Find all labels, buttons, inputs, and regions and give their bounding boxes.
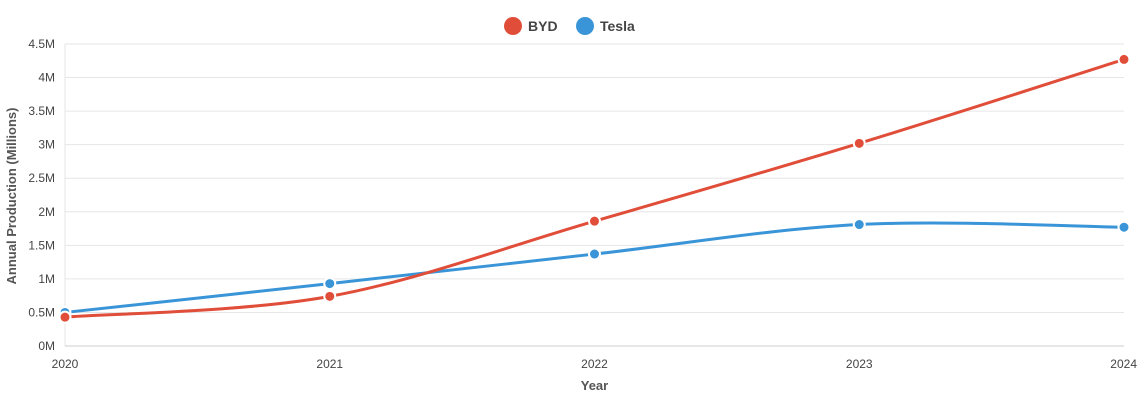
data-point-tesla[interactable] xyxy=(323,277,337,291)
x-tick-label: 2024 xyxy=(1110,357,1137,371)
data-point-tesla[interactable] xyxy=(1117,220,1131,234)
y-tick-label: 1.5M xyxy=(28,238,55,252)
data-point-byd[interactable] xyxy=(1117,52,1131,66)
y-tick-label: 4M xyxy=(38,71,55,85)
x-tick-label: 2021 xyxy=(316,357,343,371)
y-tick-label: 2M xyxy=(38,205,55,219)
grid-layer xyxy=(64,43,1124,346)
data-point-byd[interactable] xyxy=(323,289,337,303)
data-point-byd[interactable] xyxy=(852,136,866,150)
series-line-tesla xyxy=(63,221,1126,314)
x-tick-labels: 2020 2021 2022 2023 2024 xyxy=(52,357,1138,371)
y-tick-labels: 0M 0.5M 1M 1.5M 2M 2.5M 3M 3.5M 4M 4.5M xyxy=(28,37,55,353)
data-point-tesla[interactable] xyxy=(588,247,601,261)
y-tick-label: 0M xyxy=(38,339,55,353)
series-layer xyxy=(58,52,1131,324)
x-axis-title: Year xyxy=(581,378,608,393)
data-point-byd[interactable] xyxy=(58,310,72,324)
x-tick-label: 2023 xyxy=(846,357,873,371)
y-tick-label: 4.5M xyxy=(28,37,55,51)
y-tick-label: 1M xyxy=(38,272,55,286)
x-tick-label: 2020 xyxy=(52,357,79,371)
legend: BYD Tesla xyxy=(504,17,635,35)
legend-label-byd: BYD xyxy=(528,18,558,34)
legend-label-tesla: Tesla xyxy=(600,18,635,34)
y-tick-label: 3.5M xyxy=(28,104,55,118)
y-axis-title: Annual Production (Millions) xyxy=(4,108,19,285)
legend-marker-tesla xyxy=(576,17,594,35)
legend-item-tesla[interactable]: Tesla xyxy=(576,17,635,35)
data-point-byd[interactable] xyxy=(588,214,601,228)
y-tick-label: 2.5M xyxy=(28,171,55,185)
legend-marker-byd xyxy=(504,17,522,35)
y-tick-label: 3M xyxy=(38,138,55,152)
data-point-tesla[interactable] xyxy=(852,218,866,232)
x-tick-label: 2022 xyxy=(581,357,608,371)
legend-item-byd[interactable]: BYD xyxy=(504,17,558,35)
y-tick-label: 0.5M xyxy=(28,305,55,319)
